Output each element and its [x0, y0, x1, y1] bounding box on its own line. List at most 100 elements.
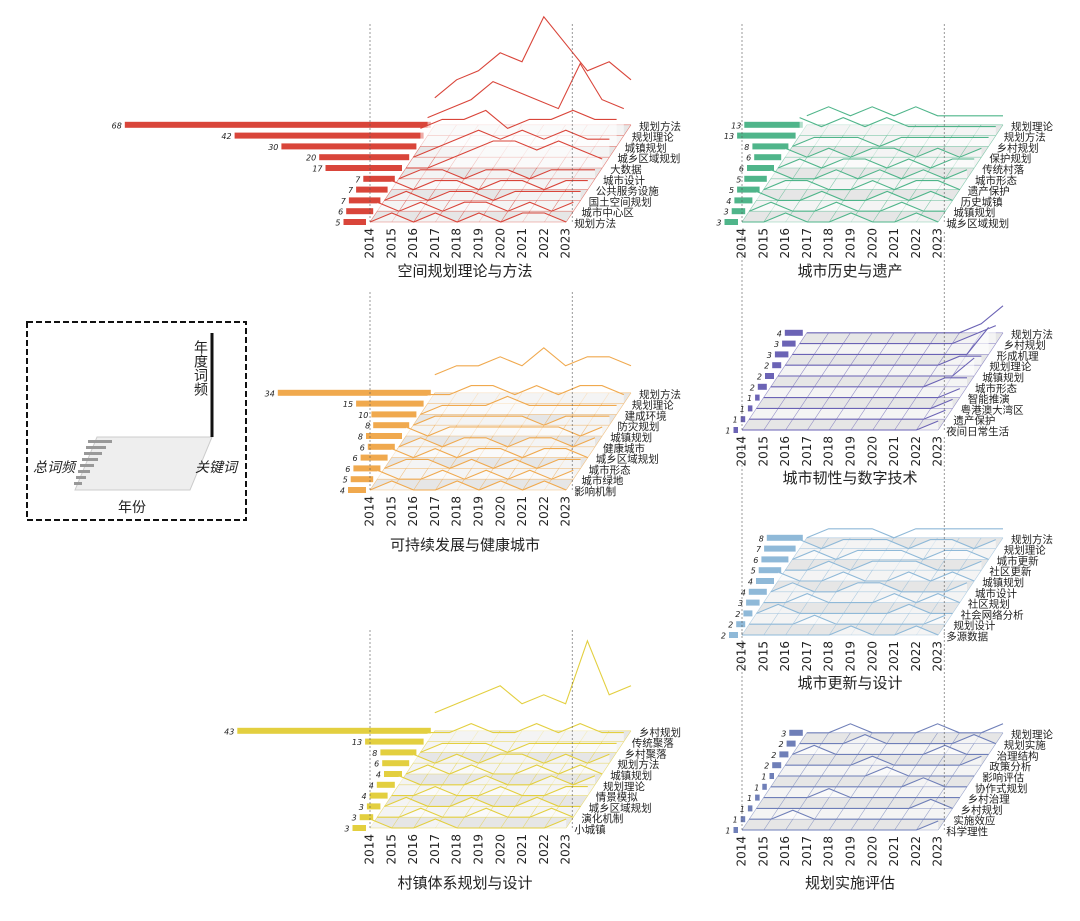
keyword-line: [377, 807, 574, 818]
x-tick-label: 2015: [756, 836, 770, 867]
total-label: 2: [728, 621, 733, 630]
grid-line: [565, 392, 632, 491]
total-bar: [376, 781, 395, 788]
x-tick-label: 2017: [800, 436, 814, 467]
x-tick-label: 2017: [428, 496, 442, 527]
total-bar: [352, 825, 366, 831]
grid-line: [850, 332, 917, 431]
keyword-line: [384, 458, 581, 469]
floor-stripe: [792, 343, 996, 355]
keyword-line: [412, 415, 610, 426]
keyword-label: 健康城市: [603, 442, 645, 455]
panel-title: 城市更新与设计: [797, 674, 902, 692]
keyword-line: [799, 117, 996, 128]
keyword-label: 遗产保护: [953, 414, 995, 427]
floor-stripe: [785, 354, 989, 366]
keyword-label: 规划方法: [639, 120, 681, 133]
total-label: 7: [341, 197, 347, 206]
total-label: 8: [759, 534, 764, 543]
total-bar: [737, 132, 796, 139]
x-tick-label: 2022: [537, 834, 551, 865]
keyword-label: 规划理论: [989, 360, 1031, 373]
total-label: 1: [725, 427, 730, 436]
total-label: 2: [779, 740, 784, 749]
x-tick-label: 2021: [887, 836, 901, 867]
keyword-label: 规划实施: [1004, 739, 1046, 752]
keyword-line: [777, 158, 975, 169]
total-bar: [779, 751, 789, 758]
ribbon: [806, 305, 1003, 333]
x-tick-label: 2019: [472, 834, 486, 865]
total-label: 15: [343, 400, 353, 409]
floor-stripe: [756, 797, 960, 809]
total-bar: [786, 740, 796, 747]
keyword-label: 城市中心区: [581, 206, 634, 219]
total-label: 7: [348, 186, 354, 195]
total-bar: [360, 454, 388, 461]
floor-stripe: [770, 776, 975, 787]
total-label: 13: [352, 738, 362, 747]
total-label: 5: [729, 186, 734, 195]
total-label: 6: [739, 165, 744, 174]
keyword-label: 实施效应: [953, 814, 995, 827]
keyword-label: 社区规划: [968, 598, 1010, 611]
keyword-label: 乡村治理: [968, 793, 1010, 806]
total-bar: [724, 219, 738, 225]
keyword-label: 形成机理: [997, 349, 1039, 362]
total-label: 42: [221, 132, 231, 141]
keyword-label: 规划设计: [953, 619, 995, 632]
x-tick-label: 2018: [450, 834, 464, 865]
floor-stripe: [799, 332, 1003, 344]
legend-z-label: 关键词: [195, 460, 239, 476]
keyword-line: [748, 201, 946, 212]
ribbon: [785, 356, 982, 366]
x-tick-label: 2019: [844, 836, 858, 867]
ribbon: [785, 756, 982, 766]
total-bar: [772, 362, 782, 369]
x-tick-label: 2014: [735, 836, 749, 867]
keyword-label: 规划方法: [1011, 533, 1053, 546]
x-tick-label: 2023: [559, 228, 573, 259]
keyword-label: 历史城镇: [961, 195, 1003, 208]
total-bar: [761, 556, 789, 563]
keyword-label: 城乡区域规划: [589, 801, 652, 814]
keyword-line: [376, 201, 574, 212]
total-bar: [772, 762, 782, 769]
grid-line: [937, 332, 1004, 431]
legend-box: 年度词频 关键词 总词频 年份: [26, 321, 247, 521]
total-bar: [369, 792, 388, 799]
x-tick-label: 2023: [931, 836, 945, 867]
x-tick-label: 2014: [363, 228, 377, 259]
grid-line: [850, 732, 917, 831]
keyword-label: 规划理论: [1004, 544, 1046, 557]
keyword-label: 规划方法: [617, 758, 659, 771]
floor-stripe: [763, 386, 967, 398]
x-tick-label: 2018: [450, 228, 464, 259]
x-tick-label: 2018: [822, 228, 836, 259]
x-tick-label: 2016: [406, 228, 420, 259]
grid-line: [872, 732, 938, 831]
keyword-line: [806, 106, 1003, 117]
total-bar: [782, 340, 796, 347]
total-bar: [736, 621, 746, 628]
total-bar: [744, 121, 803, 128]
total-label: 4: [340, 487, 345, 496]
panel: 2014 2015 2016 2017 2018 2019 2020 2021 2022 2023…: [725, 230, 1053, 487]
keyword-line: [420, 395, 617, 415]
total-bar: [757, 383, 767, 390]
keyword-label: 城乡区域规划: [617, 152, 680, 165]
keyword-line: [384, 190, 581, 201]
x-tick-label: 2014: [735, 641, 749, 672]
total-label: 6: [338, 208, 343, 217]
keyword-label: 城市形态: [589, 463, 631, 476]
total-label: 4: [777, 329, 782, 338]
x-tick-label: 2019: [844, 228, 858, 259]
keyword-label: 规划方法: [574, 217, 616, 230]
ribbon: [770, 377, 967, 387]
total-label: 7: [756, 545, 762, 554]
total-bar: [731, 208, 746, 215]
x-tick-label: 2023: [559, 496, 573, 527]
keyword-label: 遗产保护: [968, 185, 1010, 198]
floor-stripe: [778, 365, 982, 376]
keyword-label: 城镇规划: [610, 769, 652, 782]
